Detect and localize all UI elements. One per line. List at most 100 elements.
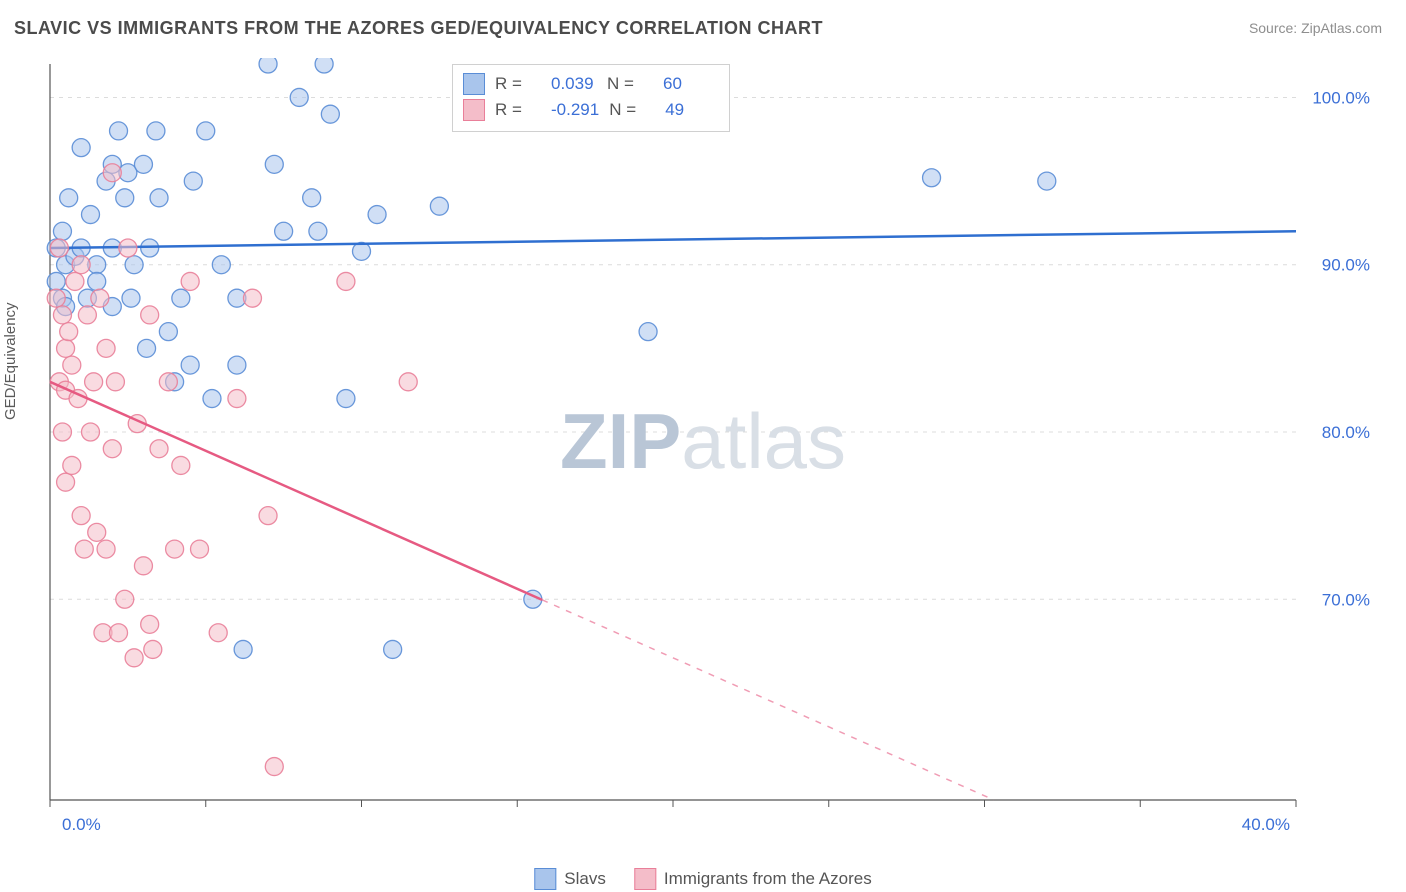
data-point <box>116 590 134 608</box>
data-point <box>78 306 96 324</box>
data-point <box>57 339 75 357</box>
data-point <box>303 189 321 207</box>
data-point <box>53 222 71 240</box>
data-point <box>47 289 65 307</box>
r-value: -0.291 <box>551 100 599 120</box>
data-point <box>259 507 277 525</box>
data-point <box>141 615 159 633</box>
y-tick-label: 100.0% <box>1312 88 1370 107</box>
r-label: R = <box>495 74 541 94</box>
data-point <box>141 306 159 324</box>
legend-swatch <box>463 73 485 95</box>
data-point <box>88 523 106 541</box>
data-point <box>72 507 90 525</box>
data-point <box>60 323 78 341</box>
data-point <box>122 289 140 307</box>
legend-item: Slavs <box>534 868 606 890</box>
legend-label: Immigrants from the Azores <box>664 869 872 889</box>
data-point <box>116 189 134 207</box>
data-point <box>384 640 402 658</box>
data-point <box>243 289 261 307</box>
data-point <box>141 239 159 257</box>
scatter-svg: 70.0% 80.0% 90.0% 100.0% 0.0% 40.0% <box>46 58 1386 858</box>
data-point <box>172 289 190 307</box>
data-point <box>66 272 84 290</box>
legend-swatch <box>534 868 556 890</box>
legend-stats-row: R = -0.291 N = 49 <box>463 97 711 123</box>
data-point <box>147 122 165 140</box>
data-point <box>63 456 81 474</box>
data-point <box>106 373 124 391</box>
x-tick-label: 40.0% <box>1242 815 1290 834</box>
data-point <box>639 323 657 341</box>
data-point <box>150 440 168 458</box>
data-point <box>85 373 103 391</box>
y-tick-label: 80.0% <box>1322 423 1370 442</box>
data-point <box>315 58 333 73</box>
data-point <box>134 155 152 173</box>
legend-stats: R =0.039N =60R =-0.291N =49 <box>452 64 730 132</box>
data-point <box>60 189 78 207</box>
data-point <box>228 390 246 408</box>
data-point <box>234 640 252 658</box>
data-point <box>138 339 156 357</box>
data-point <box>72 139 90 157</box>
legend-series: Slavs Immigrants from the Azores <box>534 868 871 890</box>
data-point <box>119 239 137 257</box>
n-label: N = <box>607 74 653 94</box>
data-point <box>144 640 162 658</box>
data-point <box>125 256 143 274</box>
data-point <box>81 206 99 224</box>
data-point <box>57 473 75 491</box>
data-point <box>103 440 121 458</box>
data-point <box>134 557 152 575</box>
data-point <box>399 373 417 391</box>
n-value: 60 <box>663 74 709 94</box>
data-point <box>321 105 339 123</box>
data-point <box>923 169 941 187</box>
data-point <box>275 222 293 240</box>
data-point <box>265 758 283 776</box>
data-point <box>337 272 355 290</box>
data-point <box>81 423 99 441</box>
legend-swatch <box>463 99 485 121</box>
data-point <box>97 339 115 357</box>
legend-swatch <box>634 868 656 890</box>
data-point <box>91 289 109 307</box>
data-point <box>259 58 277 73</box>
y-tick-label: 70.0% <box>1322 590 1370 609</box>
r-label: R = <box>495 100 541 120</box>
data-point <box>265 155 283 173</box>
data-point <box>191 540 209 558</box>
source-label: Source: ZipAtlas.com <box>1249 20 1382 36</box>
legend-item: Immigrants from the Azores <box>634 868 872 890</box>
data-point <box>50 239 68 257</box>
data-point <box>103 164 121 182</box>
data-point <box>72 256 90 274</box>
n-value: 49 <box>665 100 711 120</box>
n-label: N = <box>609 100 655 120</box>
data-point <box>172 456 190 474</box>
data-point <box>212 256 230 274</box>
x-tick-label: 0.0% <box>62 815 101 834</box>
data-point <box>63 356 81 374</box>
data-point <box>203 390 221 408</box>
data-point <box>368 206 386 224</box>
data-point <box>53 306 71 324</box>
data-point <box>209 624 227 642</box>
legend-stats-row: R =0.039N =60 <box>463 71 711 97</box>
data-point <box>150 189 168 207</box>
data-point <box>47 272 65 290</box>
data-point <box>181 272 199 290</box>
data-point <box>88 272 106 290</box>
data-point <box>110 624 128 642</box>
data-point <box>197 122 215 140</box>
data-point <box>337 390 355 408</box>
data-point <box>290 88 308 106</box>
data-point <box>430 197 448 215</box>
data-point <box>181 356 199 374</box>
data-point <box>166 540 184 558</box>
data-point <box>110 122 128 140</box>
data-point <box>125 649 143 667</box>
y-tick-label: 90.0% <box>1322 256 1370 275</box>
